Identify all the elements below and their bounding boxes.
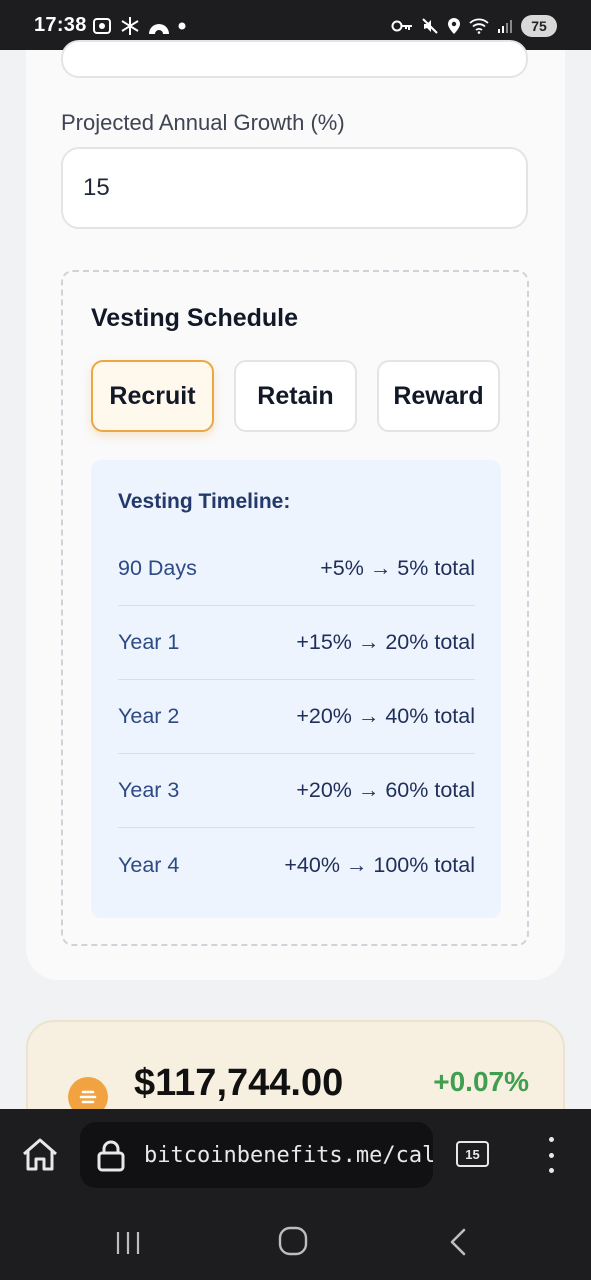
- tab-switcher-button[interactable]: 15: [456, 1141, 489, 1167]
- system-nav-bar: [0, 1205, 591, 1280]
- vesting-timeline: Vesting Timeline: 90 Days +5% → 5% total…: [91, 460, 501, 918]
- more-menu-icon[interactable]: [546, 1137, 556, 1173]
- timeline-period: 90 Days: [118, 556, 197, 580]
- vpn-key-icon: [391, 20, 412, 32]
- growth-label: Projected Annual Growth (%): [61, 110, 345, 135]
- home-icon[interactable]: [20, 1135, 60, 1175]
- lock-icon: [97, 1140, 125, 1172]
- timeline-period: Year 2: [118, 704, 180, 728]
- timeline-value: +15% → 20% total: [296, 630, 475, 654]
- location-icon: [448, 18, 460, 34]
- tab-recruit[interactable]: Recruit: [91, 360, 214, 432]
- status-time: 17:38: [34, 14, 87, 36]
- timeline-row: Year 2 +20% → 40% total: [118, 680, 475, 754]
- timeline-value: +20% → 60% total: [296, 778, 475, 802]
- timeline-title: Vesting Timeline:: [118, 490, 291, 513]
- recent-apps-icon[interactable]: [114, 1229, 142, 1257]
- signal-icon: [498, 20, 512, 33]
- timeline-period: Year 1: [118, 630, 180, 654]
- screenshot-icon: [93, 18, 111, 34]
- battery-icon: 75: [521, 15, 557, 37]
- timeline-value: +5% → 5% total: [320, 556, 475, 580]
- status-right-icons: 75: [391, 15, 557, 37]
- timeline-period: Year 3: [118, 778, 180, 802]
- back-icon[interactable]: [446, 1227, 470, 1257]
- wifi-icon: [469, 18, 489, 34]
- tab-reward[interactable]: Reward: [377, 360, 500, 432]
- bitcoin-price: $117,744.00: [134, 1062, 344, 1104]
- timeline-value: +40% → 100% total: [284, 852, 475, 877]
- timeline-row: Year 3 +20% → 60% total: [118, 754, 475, 828]
- notification-dot-icon: [178, 22, 186, 30]
- timeline-row: Year 1 +15% → 20% total: [118, 606, 475, 680]
- previous-input-field[interactable]: [61, 40, 528, 78]
- mute-icon: [422, 18, 438, 34]
- calculator-card: Projected Annual Growth (%) 15 Vesting S…: [26, 40, 565, 980]
- status-left-icons: [92, 16, 186, 36]
- growth-input[interactable]: 15: [61, 147, 528, 229]
- timeline-row: 90 Days +5% → 5% total: [118, 532, 475, 606]
- price-change: +0.07%: [433, 1066, 529, 1097]
- timeline-rows: 90 Days +5% → 5% total Year 1 +15% → 20%…: [118, 532, 475, 902]
- snowflake-icon: [121, 17, 139, 35]
- tab-retain[interactable]: Retain: [234, 360, 357, 432]
- timeline-period: Year 4: [118, 852, 180, 877]
- timeline-value: +20% → 40% total: [296, 704, 475, 728]
- url-text: bitcoinbenefits.me/calcu: [144, 1143, 433, 1168]
- app-arch-icon: [149, 24, 169, 34]
- address-bar[interactable]: bitcoinbenefits.me/calcu: [80, 1122, 433, 1188]
- timeline-row: Year 4 +40% → 100% total: [118, 828, 475, 902]
- vesting-schedule-section: Vesting Schedule Recruit Retain Reward V…: [61, 270, 529, 946]
- browser-toolbar: bitcoinbenefits.me/calcu 15: [0, 1109, 591, 1205]
- home-button-icon[interactable]: [278, 1226, 308, 1256]
- vesting-title: Vesting Schedule: [91, 304, 299, 332]
- vesting-tabs: Recruit Retain Reward: [91, 360, 500, 432]
